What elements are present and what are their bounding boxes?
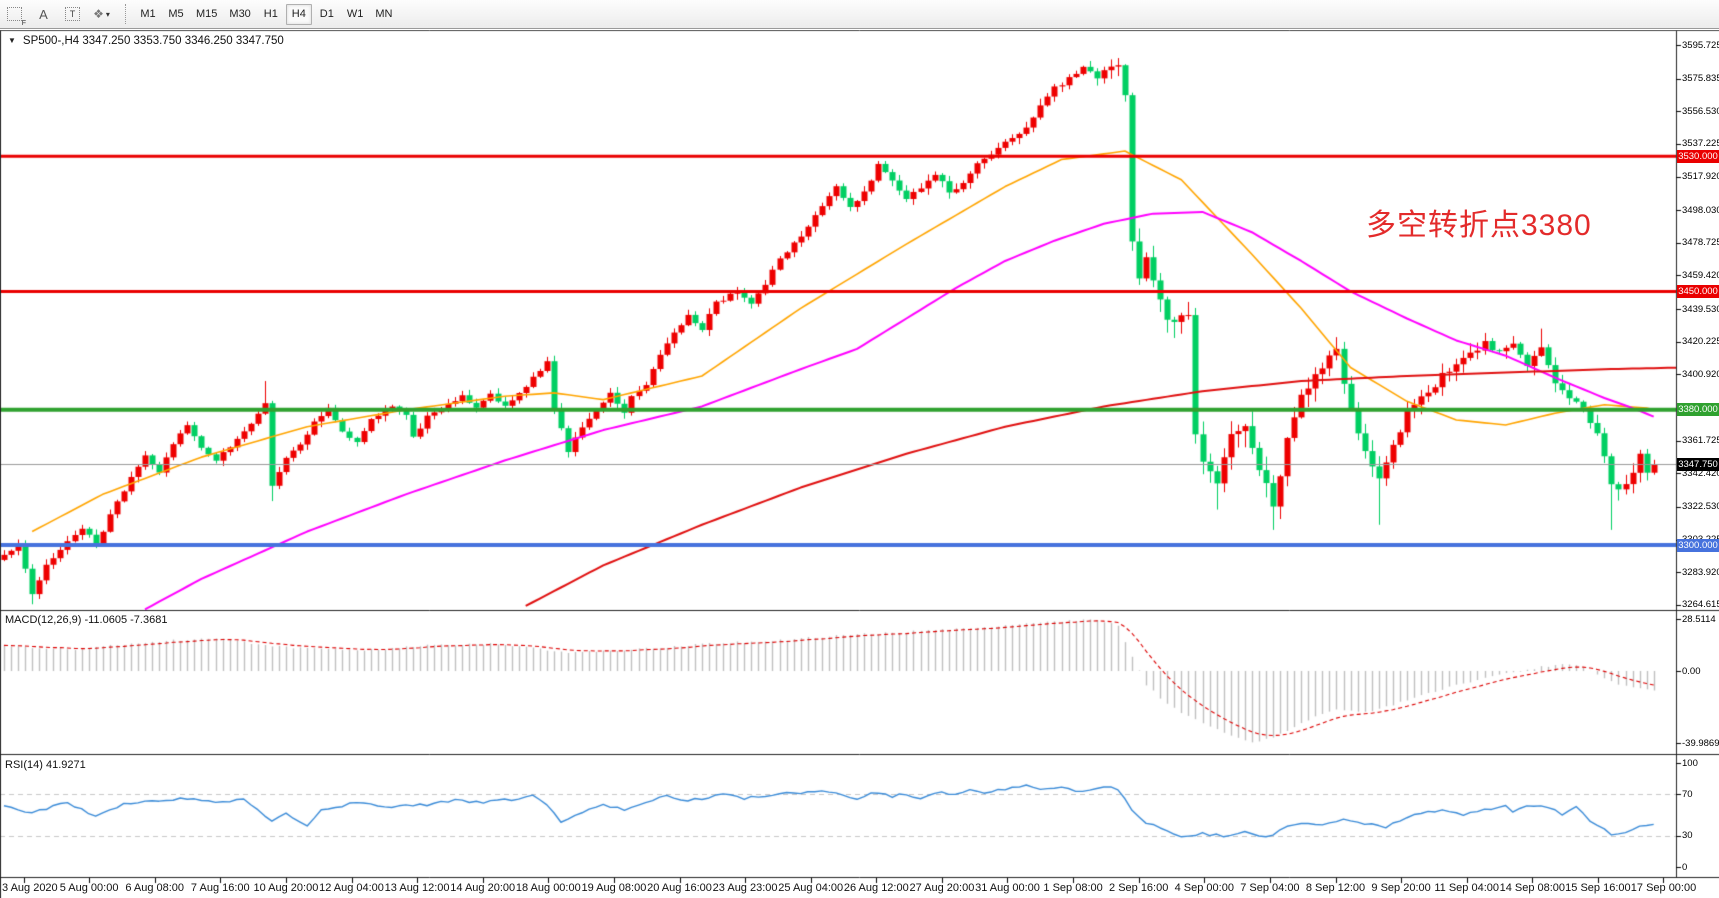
- price-axis-label: 3556.530: [1682, 105, 1719, 117]
- time-axis-label: 25 Aug 04:00: [778, 882, 844, 894]
- time-axis-label: 8 Sep 12:00: [1305, 882, 1366, 894]
- time-axis-label: 6 Aug 08:00: [125, 882, 185, 894]
- text-label-t-icon[interactable]: T: [59, 3, 86, 26]
- time-axis-label: 7 Aug 16:00: [190, 882, 250, 894]
- rsi-label: RSI(14) 41.9271: [5, 759, 86, 771]
- price-axis-label: 3498.030: [1682, 204, 1719, 216]
- chart-title-text: SP500-,H4 3347.250 3353.750 3346.250 334…: [22, 35, 284, 47]
- price-axis-label: 3459.420: [1682, 269, 1719, 281]
- price-level-badge: 3530.000: [1677, 149, 1719, 163]
- time-axis-label: 2 Sep 16:00: [1109, 882, 1169, 894]
- dotted-box-icon: [7, 7, 22, 21]
- price-axis-label: 3537.225: [1682, 138, 1719, 150]
- price-axis-label: 3517.920: [1682, 171, 1719, 183]
- time-axis-label: 27 Aug 20:00: [909, 882, 975, 894]
- time-axis-label: 19 Aug 08:00: [581, 882, 647, 894]
- price-axis-label: 3478.725: [1682, 237, 1719, 249]
- rsi-axis-label: 30: [1682, 830, 1693, 842]
- time-axis-label: 11 Sep 04:00: [1434, 882, 1500, 894]
- time-axis-label: 15 Sep 16:00: [1565, 882, 1631, 894]
- price-axis-label: 3361.725: [1682, 435, 1719, 447]
- time-axis-label: 5 Aug 00:00: [59, 882, 119, 894]
- timeframe-button-m5[interactable]: M5: [163, 4, 189, 25]
- time-axis-label: 17 Sep 00:00: [1630, 882, 1697, 894]
- rsi-axis-label: 70: [1682, 788, 1693, 800]
- current-price-badge: 3347.750: [1677, 457, 1719, 471]
- timeframes-toolbar: M1 M5 M15 M30 H1 H4 D1 W1 MN: [134, 3, 398, 25]
- price-axis-label: 3575.835: [1682, 73, 1719, 85]
- timeframe-button-h4[interactable]: H4: [285, 3, 312, 25]
- main-toolbar: F A T ❖ ▾ M1 M5 M15 M30 H1 H4 D1 W1 MN: [0, 0, 1719, 29]
- macd-axis-label: 28.5114: [1682, 613, 1716, 625]
- drawing-tools-group: F A T ❖ ▾: [0, 3, 116, 27]
- timeframe-button-m15[interactable]: M15: [191, 4, 222, 25]
- macd-axis-label: -39.9869: [1682, 737, 1719, 749]
- time-axis-label: 26 Aug 12:00: [843, 882, 909, 894]
- rsi-axis-label: 0: [1682, 861, 1688, 873]
- timeframe-button-m30[interactable]: M30: [224, 4, 255, 25]
- arrow-objects-icon[interactable]: ❖ ▾: [88, 3, 115, 26]
- price-axis-label: 3283.920: [1682, 566, 1719, 578]
- rsi-axis-label: 100: [1682, 757, 1698, 769]
- time-axis-label: 13 Aug 12:00: [384, 882, 450, 894]
- timeframe-button-h1[interactable]: H1: [258, 4, 284, 25]
- f-glyph: F: [21, 19, 26, 27]
- timeframe-button-w1[interactable]: W1: [342, 4, 369, 25]
- price-axis-label: 3400.920: [1682, 368, 1719, 380]
- macd-label: MACD(12,26,9) -11.0605 -7.3681: [5, 614, 168, 626]
- time-axis-label: 31 Aug 00:00: [975, 882, 1040, 894]
- time-axis-label: 4 Sep 00:00: [1174, 882, 1234, 894]
- macd-axis-label: 0.00: [1682, 665, 1701, 677]
- price-level-badge: 3300.000: [1677, 538, 1719, 552]
- time-axis-label: 3 Aug 2020: [2, 882, 58, 894]
- time-axis-label: 10 Aug 20:00: [253, 882, 319, 894]
- price-axis-label: 3322.530: [1682, 501, 1719, 513]
- price-level-badge: 3450.000: [1677, 284, 1719, 298]
- price-annotation: 多空转折点3380: [1366, 209, 1592, 242]
- dotted-box-icon: T: [65, 7, 80, 21]
- price-axis-label: 3264.615: [1682, 599, 1719, 611]
- price-axis-label: 3439.530: [1682, 303, 1719, 315]
- time-axis-label: 12 Aug 04:00: [319, 882, 384, 894]
- time-axis-label: 7 Sep 04:00: [1240, 882, 1300, 894]
- time-axis-label: 23 Aug 23:00: [712, 882, 778, 894]
- time-axis-label: 20 Aug 16:00: [647, 882, 712, 894]
- time-axis-label: 9 Sep 20:00: [1371, 882, 1431, 894]
- timeframe-button-d1[interactable]: D1: [314, 4, 340, 25]
- price-axis-label: 3342.420: [1682, 467, 1719, 479]
- chart-window: ▼ SP500-,H4 3347.250 3353.750 3346.250 33…: [0, 30, 1719, 898]
- text-cursor-a-icon[interactable]: A: [39, 6, 48, 22]
- arrows-glyph: ❖: [93, 7, 104, 21]
- price-level-badge: 3380.000: [1677, 403, 1719, 417]
- time-axis-label: 1 Sep 08:00: [1043, 882, 1103, 894]
- toolbar-grip[interactable]: [125, 4, 126, 24]
- expert-advisor-f-icon[interactable]: F: [1, 3, 28, 27]
- price-axis-label: 3595.725: [1682, 39, 1719, 51]
- chart-title: ▼ SP500-,H4 3347.250 3353.750 3346.250 33…: [8, 35, 284, 47]
- chevron-down-icon: ▾: [105, 9, 110, 19]
- timeframe-button-mn[interactable]: MN: [370, 4, 397, 25]
- chart-canvas[interactable]: [0, 30, 1719, 898]
- timeframe-button-m1[interactable]: M1: [135, 4, 161, 25]
- price-axis-label: 3420.225: [1682, 336, 1719, 348]
- symbol-dropdown-icon[interactable]: ▼: [8, 36, 16, 45]
- time-axis-label: 14 Aug 20:00: [450, 882, 516, 894]
- time-axis-label: 14 Sep 08:00: [1499, 882, 1566, 894]
- time-axis-label: 18 Aug 00:00: [515, 882, 581, 894]
